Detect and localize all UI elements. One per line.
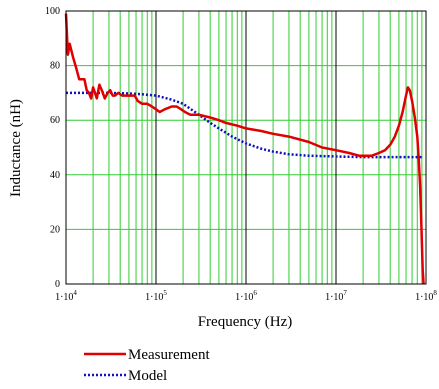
x-tick-label: 1·105	[145, 289, 167, 303]
y-tick-label: 100	[45, 6, 60, 17]
series-line-measurement	[64, 13, 425, 285]
legend-model-label: Model	[128, 368, 167, 384]
y-tick-labels: 0 20 40 60 80 100	[45, 6, 60, 290]
series-layer	[64, 13, 425, 285]
y-tick-label: 20	[50, 224, 60, 235]
y-tick-label: 60	[50, 115, 60, 126]
plot-frame	[65, 10, 427, 285]
legend: Measurement Model	[84, 347, 210, 384]
x-tick-label: 1·107	[325, 289, 347, 303]
y-tick-label: 0	[55, 279, 60, 290]
x-tick-label: 1·106	[235, 289, 257, 303]
y-tick-label: 40	[50, 170, 60, 181]
x-axis-label: Frequency (Hz)	[198, 314, 293, 330]
x-tick-label: 1·104	[55, 289, 77, 303]
series-line-model	[66, 91, 422, 159]
x-tick-label: 1·108	[415, 289, 437, 303]
x-tick-labels: 1·104 1·105 1·106 1·107 1·108	[55, 289, 437, 303]
y-tick-label: 80	[50, 61, 60, 72]
y-axis-label: Inductance (nH)	[8, 99, 24, 197]
legend-measurement-label: Measurement	[128, 347, 210, 363]
